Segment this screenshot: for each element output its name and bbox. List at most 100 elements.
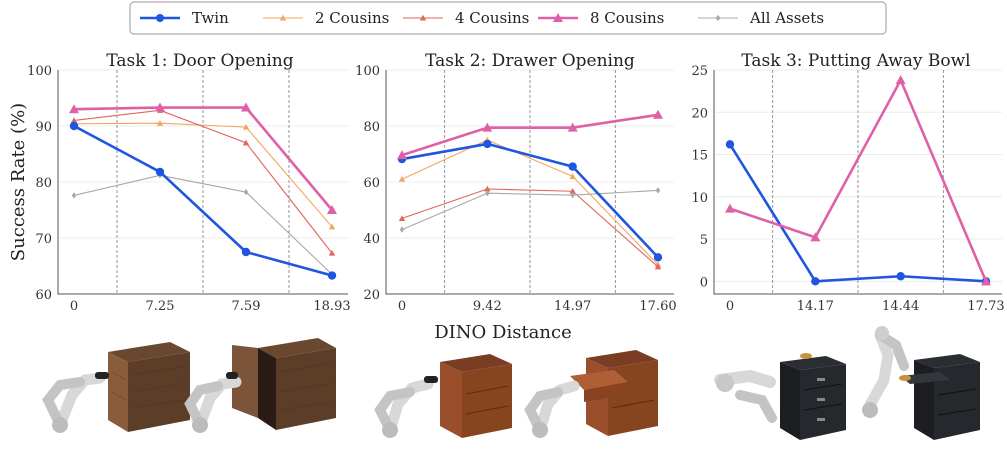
data-point xyxy=(569,173,576,179)
legend-item: 4 Cousins xyxy=(403,9,529,27)
y-tick-label: 20 xyxy=(691,106,708,121)
legend-marker xyxy=(279,14,287,21)
axis-spine xyxy=(385,70,674,295)
y-tick-label: 90 xyxy=(35,120,52,135)
data-point xyxy=(242,139,250,146)
x-tick-label: 7.59 xyxy=(232,299,261,314)
series-line xyxy=(73,174,333,275)
x-tick-label: 0 xyxy=(726,299,734,314)
data-point xyxy=(327,271,337,280)
x-tick-label: 14.17 xyxy=(797,299,834,314)
drawer-cabinet-open-image xyxy=(524,350,658,438)
series-8-cousins xyxy=(725,75,991,286)
chart-panel-1: Task 1: Door Opening 60 70 80 90 100 0 7.25 7.59… xyxy=(27,51,350,314)
data-point xyxy=(69,104,79,114)
data-point xyxy=(484,185,491,192)
data-point xyxy=(70,117,78,123)
data-point xyxy=(397,150,407,160)
series-line xyxy=(401,113,659,157)
data-point xyxy=(328,249,336,256)
data-point xyxy=(156,120,164,126)
series-twin xyxy=(69,121,337,280)
series-line xyxy=(401,189,659,231)
y-tick-label: 60 xyxy=(363,176,380,191)
chart-title: Task 1: Door Opening xyxy=(106,51,293,71)
legend-marker xyxy=(715,14,721,22)
data-point xyxy=(725,203,735,213)
y-tick-label: 80 xyxy=(363,120,380,135)
y-tick-label: 60 xyxy=(35,288,52,303)
y-tick-label: 0 xyxy=(700,275,708,290)
y-tick-label: 100 xyxy=(355,64,380,79)
series-8-cousins xyxy=(69,102,337,214)
legend: Twin 2 Cousins 4 Cousins 8 Cousins All Asset… xyxy=(129,1,887,35)
y-tick-label: 40 xyxy=(363,232,380,247)
legend-label: 8 Cousins xyxy=(590,9,664,27)
data-point xyxy=(241,102,251,112)
data-point xyxy=(896,272,905,281)
x-tick-label: 0 xyxy=(398,299,406,314)
data-point xyxy=(725,140,735,149)
legend-item: 8 Cousins xyxy=(538,9,664,27)
data-point xyxy=(653,109,663,119)
data-point xyxy=(328,223,336,230)
x-tick-label: 17.73 xyxy=(967,299,1004,314)
y-tick-label: 80 xyxy=(35,176,52,191)
legend-marker xyxy=(419,14,427,21)
x-tick-label: 14.97 xyxy=(554,299,591,314)
y-tick-label: 20 xyxy=(363,288,380,303)
legend-item: All Assets xyxy=(698,9,824,27)
chart-title: Task 3: Putting Away Bowl xyxy=(741,51,970,71)
data-point xyxy=(398,215,406,221)
y-tick-label: 15 xyxy=(691,149,708,164)
y-tick-label: 70 xyxy=(35,232,52,247)
data-point xyxy=(895,75,906,85)
data-point xyxy=(811,277,820,286)
series-line xyxy=(73,122,333,228)
series-4-cousins xyxy=(398,185,662,270)
data-point xyxy=(155,102,165,112)
legend-label: All Assets xyxy=(749,9,824,27)
series-line xyxy=(73,106,333,211)
axis-spine xyxy=(713,70,1002,295)
series-line xyxy=(729,78,988,282)
robot-illustrations xyxy=(42,326,980,440)
chart-title: Task 2: Drawer Opening xyxy=(425,51,635,71)
data-point xyxy=(241,247,251,257)
data-point xyxy=(810,232,821,242)
data-point xyxy=(569,188,576,194)
series-line xyxy=(401,188,659,268)
series-line xyxy=(728,143,987,283)
x-tick-label: 0 xyxy=(70,299,78,314)
bowl-cabinet-image-2 xyxy=(862,326,980,440)
legend-marker xyxy=(553,13,563,22)
data-point xyxy=(327,205,337,214)
legend-label: Twin xyxy=(192,9,229,27)
x-tick-label: 9.42 xyxy=(473,299,502,314)
bowl-cabinet-image-1 xyxy=(714,353,846,440)
door-cabinet-open-image xyxy=(184,338,336,433)
data-point xyxy=(399,226,405,233)
data-point xyxy=(570,191,575,199)
legend-item: 2 Cousins xyxy=(263,9,389,27)
y-axis-label: Success Rate (%) xyxy=(8,103,29,261)
series-line xyxy=(401,142,659,259)
x-tick-label: 7.25 xyxy=(146,299,175,314)
data-point xyxy=(398,176,406,182)
data-point xyxy=(482,122,493,132)
chart-panel-2: Task 2: Drawer Opening 20 40 60 80 100 0 9.42 14… xyxy=(355,51,676,314)
axis-spine xyxy=(57,70,348,295)
series-line xyxy=(401,139,659,265)
y-tick-label: 10 xyxy=(691,191,708,206)
data-point xyxy=(242,123,250,130)
data-point xyxy=(69,121,79,131)
series-line xyxy=(73,109,333,254)
series-twin xyxy=(397,139,663,262)
legend-label: 4 Cousins xyxy=(455,9,529,27)
data-point xyxy=(654,263,662,270)
y-tick-label: 5 xyxy=(700,233,708,248)
data-point xyxy=(485,190,490,197)
x-tick-label: 18.93 xyxy=(313,299,350,314)
